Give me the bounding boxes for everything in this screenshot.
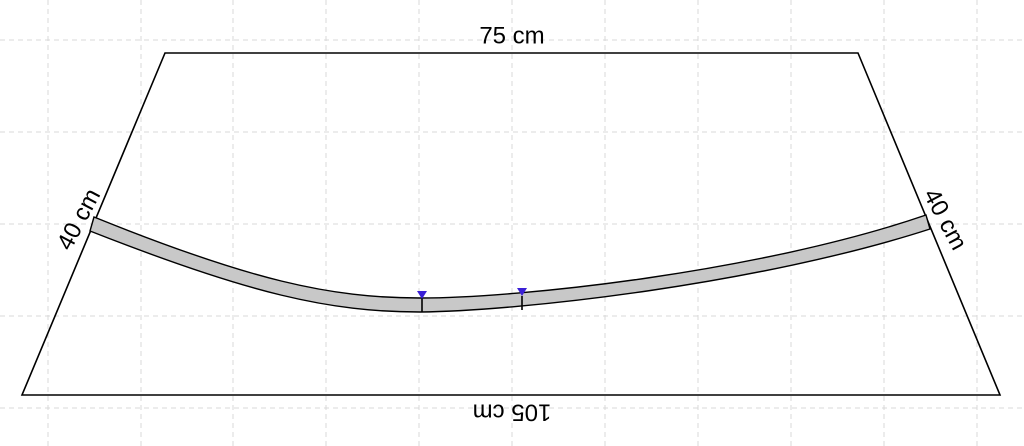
curved-band: [89, 214, 931, 313]
notch-marker: [517, 288, 527, 296]
notch-marker: [417, 291, 427, 299]
trapezoid-outline: [20, 52, 1002, 396]
bottom-edge-label: 105 cm: [473, 399, 552, 426]
top-edge-label: 75 cm: [479, 22, 544, 49]
